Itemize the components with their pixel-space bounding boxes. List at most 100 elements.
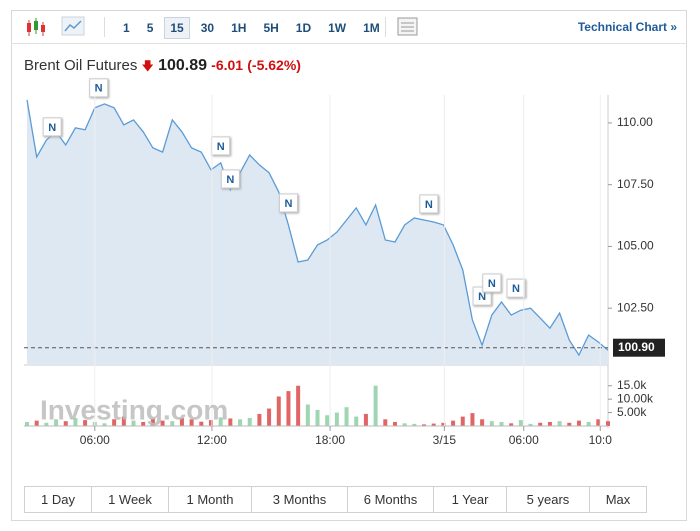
interval-button[interactable]: 1W: [328, 21, 347, 35]
volume-bar: [441, 422, 446, 426]
change: -6.01: [211, 57, 244, 73]
y-tick-label: 5.00k: [617, 405, 647, 419]
x-tick-label: 3/15: [433, 433, 457, 447]
technical-chart-link[interactable]: Technical Chart »: [577, 20, 677, 34]
volume-bar: [470, 413, 475, 426]
y-tick-label: 110.00: [617, 115, 653, 129]
volume-bar: [247, 417, 252, 426]
range-button[interactable]: 6 Months: [348, 487, 434, 512]
x-tick-label: 12:00: [197, 433, 227, 447]
volume-bar: [451, 420, 456, 426]
interval-button[interactable]: 5H: [263, 21, 279, 35]
range-button[interactable]: 1 Month: [169, 487, 252, 512]
news-marker-label: N: [425, 199, 433, 211]
news-marker-label: N: [512, 283, 520, 295]
down-arrow: 🡇: [141, 59, 154, 73]
news-marker-label: N: [95, 83, 103, 95]
volume-bar: [499, 421, 504, 426]
interval-buttons: 1 5 15 30 1H 5H 1D 1W 1M: [117, 17, 391, 39]
volume-bar: [208, 420, 213, 426]
volume-bar: [557, 421, 562, 426]
volume-bar: [518, 420, 523, 426]
volume-bar: [586, 421, 591, 426]
volume-bar: [228, 418, 233, 426]
news-marker: [419, 194, 439, 214]
line-icon[interactable]: [61, 14, 87, 40]
range-buttons: 1 Day 1 Week 1 Month 3 Months 6 Months 1 Year…: [24, 486, 647, 513]
volume-bar: [121, 416, 126, 426]
range-button[interactable]: Max: [605, 492, 631, 507]
news-marker: [42, 117, 62, 137]
toolbar: 1 5 15 30 1H 5H 1D 1W 1M Technical Chart »: [11, 10, 687, 44]
news-marker-label: N: [226, 174, 234, 186]
volume-bar: [238, 419, 243, 426]
volume-bar: [83, 420, 88, 426]
candle-icon[interactable]: [23, 14, 53, 44]
price: 100.89: [158, 57, 207, 74]
volume-bar: [422, 424, 427, 426]
last-price-label: 100.90: [618, 340, 655, 354]
watermark: Investing.com: [40, 394, 228, 425]
calendar-icon[interactable]: [396, 15, 420, 39]
interval-button[interactable]: 30: [200, 21, 215, 35]
news-marker: [89, 78, 109, 98]
last-price-box: [613, 338, 665, 357]
interval-button[interactable]: 1H: [231, 21, 247, 35]
interval-button[interactable]: 1: [123, 21, 130, 35]
volume-bar: [189, 419, 194, 426]
range-button[interactable]: 1 Day: [25, 487, 92, 512]
news-marker: [278, 193, 298, 213]
change-percent: (-5.62%): [247, 57, 301, 73]
range-button[interactable]: 1 Year: [434, 487, 507, 512]
volume-bar: [267, 408, 272, 426]
volume-bar: [305, 404, 310, 426]
news-marker-label: N: [488, 278, 496, 290]
instrument-name: Brent Oil Futures: [24, 57, 138, 74]
news-marker-label: N: [478, 291, 486, 303]
range-button[interactable]: 3 Months: [252, 487, 348, 512]
volume-bar: [480, 419, 485, 426]
price-line: [26, 99, 609, 357]
volume-bar: [102, 423, 107, 426]
x-tick-label: 10:0: [589, 433, 613, 447]
volume-bar: [606, 421, 610, 426]
volume-bar: [354, 416, 359, 426]
volume-bar: [576, 420, 581, 426]
volume-bar: [73, 417, 78, 426]
volume-bar: [54, 419, 59, 426]
news-marker-label: N: [48, 122, 56, 134]
volume-bar: [276, 396, 281, 426]
y-tick-label: 15.0k: [617, 378, 647, 392]
widget-frame: [11, 10, 687, 521]
volume-bar: [63, 421, 68, 426]
interval-button[interactable]: 1D: [295, 21, 312, 35]
volume-bar: [489, 421, 494, 426]
volume-bar: [257, 413, 262, 426]
quote-header: Brent Oil Futures 🡇 100.89 -6.01 (-5.62%…: [24, 57, 301, 78]
price-area: [27, 99, 608, 366]
x-tick-label: 06:00: [509, 433, 539, 447]
range-button[interactable]: 5 years: [507, 487, 590, 512]
volume-bar: [160, 420, 165, 426]
volume-bar: [392, 421, 397, 426]
volume-bar: [596, 419, 601, 426]
volume-bar: [170, 421, 175, 426]
volume-bar: [286, 391, 291, 426]
volume-bar: [325, 415, 330, 426]
volume-bar: [25, 421, 29, 426]
volume-bar: [218, 417, 223, 426]
volume-bar: [315, 409, 320, 426]
range-button[interactable]: 1 Week: [92, 487, 169, 512]
volume-bar: [363, 413, 368, 426]
interval-button[interactable]: 1M: [363, 21, 380, 35]
interval-button[interactable]: 5: [146, 21, 154, 35]
volume-bar: [528, 423, 533, 426]
volume-bar: [567, 422, 572, 426]
interval-button[interactable]: 15: [164, 17, 190, 39]
x-tick-label: 06:00: [80, 433, 110, 447]
volume-bar: [141, 421, 146, 426]
volume-bar: [412, 423, 417, 426]
news-marker: [220, 169, 240, 189]
